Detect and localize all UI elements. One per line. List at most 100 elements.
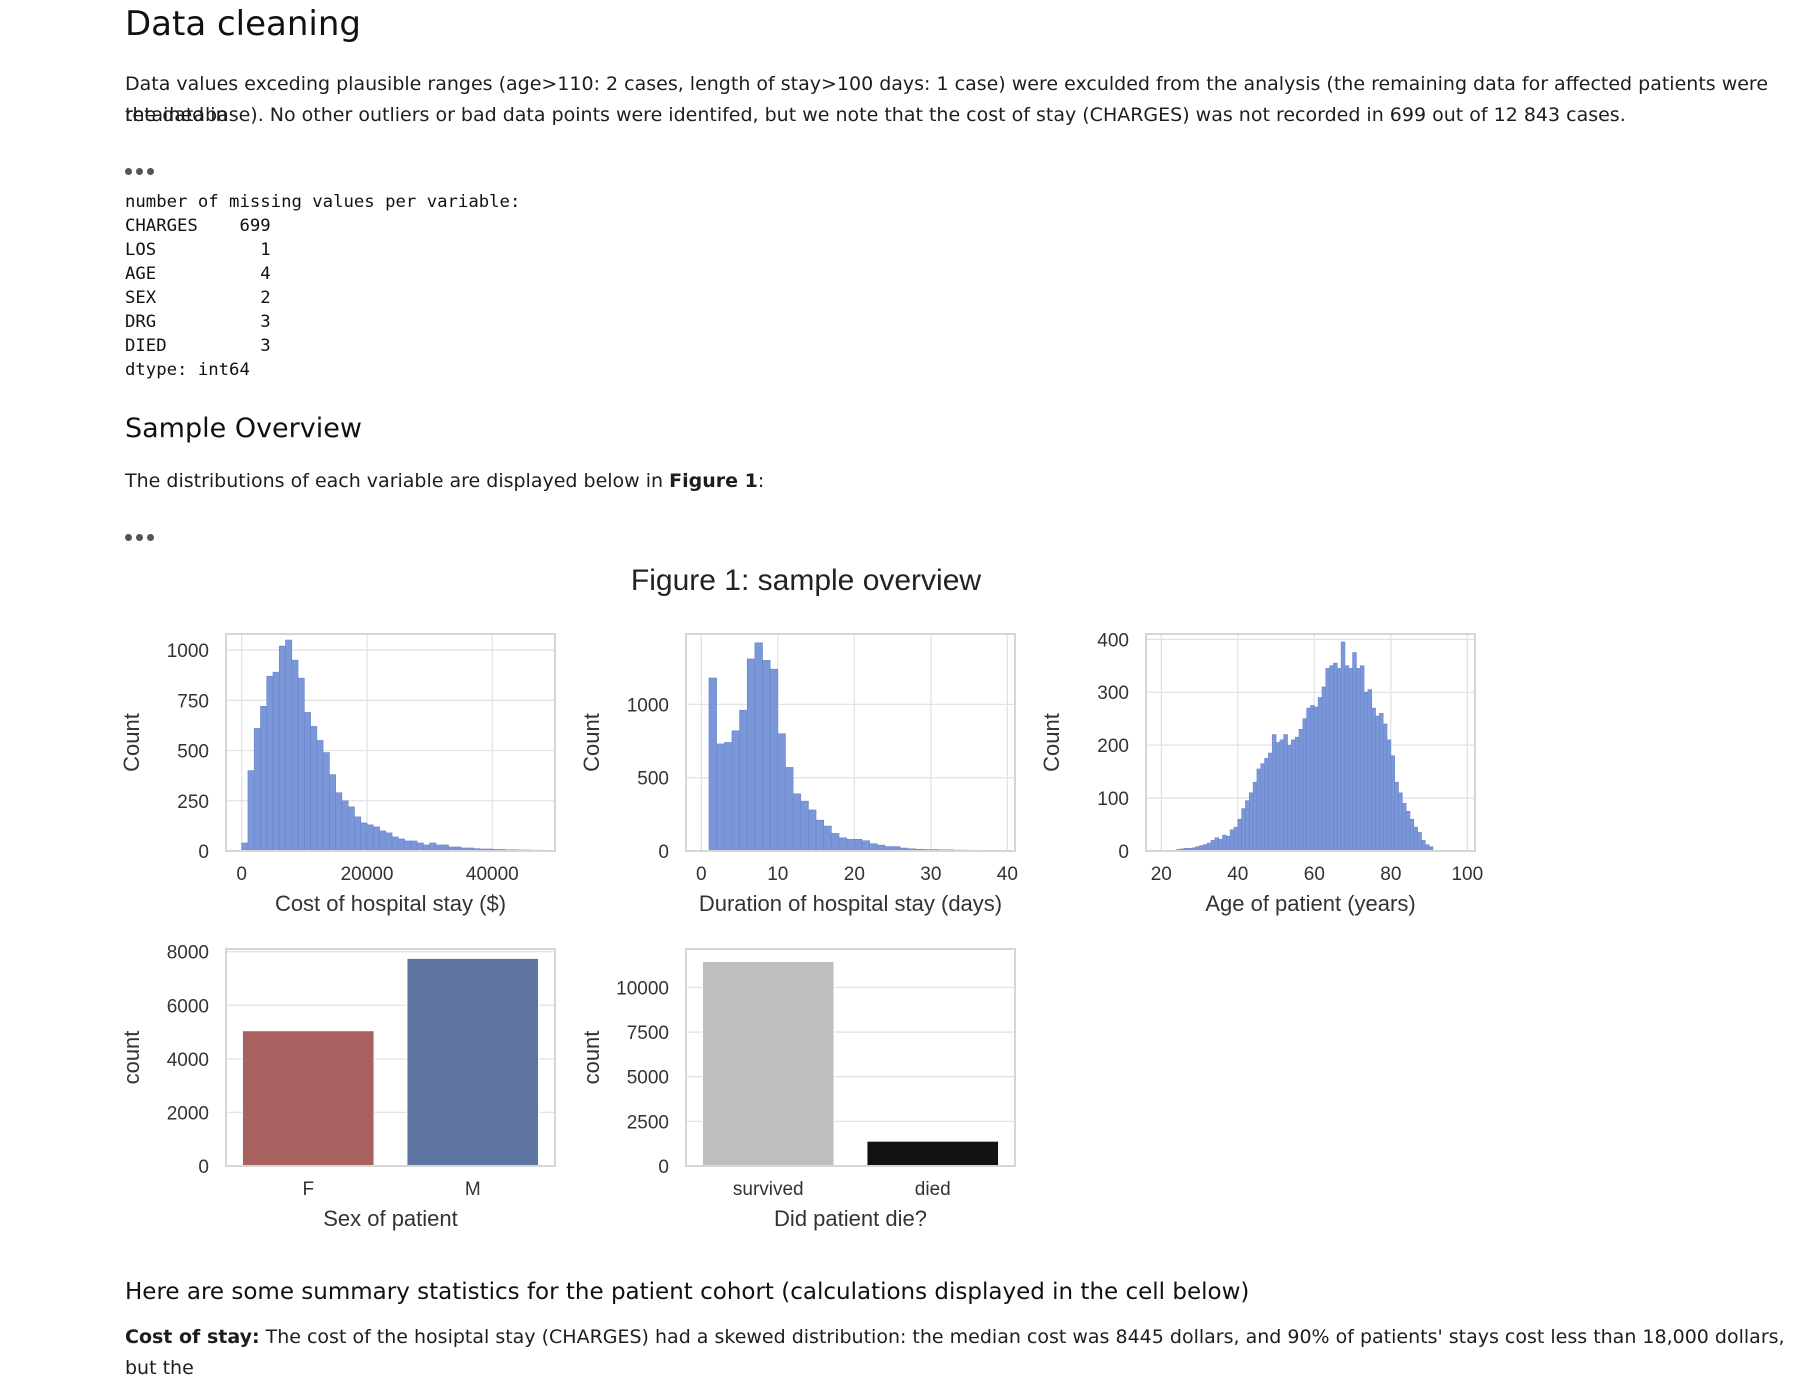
- y-tick-label: 250: [177, 792, 209, 813]
- y-tick-label: 0: [658, 1157, 669, 1178]
- histogram-bar: [1402, 803, 1406, 851]
- histogram-bar: [1253, 782, 1257, 851]
- y-tick-label: 500: [637, 769, 669, 790]
- histogram-bar: [732, 731, 740, 851]
- y-axis-label: Count: [119, 713, 144, 772]
- histogram-bar: [831, 833, 839, 851]
- histogram-bar: [1322, 687, 1326, 851]
- x-tick-label: 40: [1227, 864, 1248, 885]
- bar-survived: [702, 962, 834, 1166]
- x-tick-label: M: [465, 1179, 481, 1200]
- y-tick-label: 300: [1097, 683, 1129, 704]
- histogram-bar: [1215, 838, 1219, 851]
- histogram-bar: [405, 841, 411, 851]
- y-tick-label: 10000: [616, 978, 669, 999]
- x-axis-label: Age of patient (years): [1205, 891, 1415, 916]
- histogram-bar: [1242, 809, 1246, 851]
- histogram-bar: [1383, 724, 1387, 851]
- histogram-bar: [1265, 758, 1269, 851]
- y-tick-label: 1000: [167, 641, 209, 662]
- histogram-bar: [1307, 708, 1311, 851]
- histogram-bar: [1410, 819, 1414, 851]
- histogram-bar: [354, 817, 360, 851]
- y-tick-label: 100: [1097, 789, 1129, 810]
- histogram-bar: [1295, 737, 1299, 851]
- histogram-bar: [1326, 668, 1330, 851]
- histogram-bar: [1280, 740, 1284, 851]
- histogram-bar: [380, 831, 386, 851]
- histogram-bar: [1391, 756, 1395, 851]
- histogram-bar: [1238, 819, 1242, 851]
- histogram-bar: [1276, 743, 1280, 852]
- histogram-bar: [1341, 642, 1345, 851]
- histogram-bar: [329, 775, 335, 851]
- x-tick-label: F: [302, 1179, 314, 1200]
- histogram-bar: [839, 838, 847, 851]
- histogram-bar: [1379, 713, 1383, 851]
- histogram-bar: [862, 841, 870, 851]
- x-tick-label: died: [915, 1179, 951, 1200]
- y-axis-label: Count: [1039, 713, 1064, 772]
- histogram-bar: [870, 844, 878, 851]
- x-tick-label: 40: [997, 864, 1018, 885]
- histogram-bar: [1360, 666, 1364, 851]
- x-tick-label: 100: [1451, 864, 1483, 885]
- y-tick-label: 500: [177, 742, 209, 763]
- histogram-bar: [1395, 782, 1399, 851]
- histogram-bar: [1318, 698, 1322, 851]
- histogram-bar: [1226, 836, 1230, 851]
- y-tick-label: 200: [1097, 736, 1129, 757]
- y-tick-label: 5000: [627, 1068, 669, 1089]
- histogram-bar: [778, 734, 786, 851]
- histogram-bar: [298, 678, 304, 851]
- histogram-bar: [1223, 835, 1227, 851]
- y-axis-label: count: [119, 1031, 144, 1085]
- y-tick-label: 400: [1097, 630, 1129, 651]
- histogram-bar: [273, 672, 279, 851]
- histogram-bar: [430, 843, 436, 851]
- y-tick-label: 0: [198, 842, 209, 863]
- histogram-bar: [824, 826, 832, 851]
- bar-F: [242, 1031, 374, 1166]
- histogram-bar: [336, 793, 342, 851]
- histogram-bar: [367, 825, 373, 851]
- histogram-bar: [724, 743, 732, 852]
- x-axis-label: Cost of hospital stay ($): [275, 891, 506, 916]
- histogram-bar: [1211, 840, 1215, 851]
- histogram-bar: [1364, 692, 1368, 851]
- histogram-bar: [1345, 666, 1349, 851]
- x-tick-label: 10: [767, 864, 788, 885]
- histogram-bar: [267, 676, 273, 851]
- y-tick-label: 0: [198, 1157, 209, 1178]
- histogram-bar: [1387, 740, 1391, 851]
- histogram-bar: [311, 726, 317, 851]
- histogram-bar: [717, 744, 725, 851]
- histogram-bar: [1219, 839, 1223, 851]
- histogram-bar: [1337, 668, 1341, 851]
- y-tick-label: 0: [658, 842, 669, 863]
- histogram-bar: [854, 839, 862, 851]
- histogram-bar: [763, 660, 771, 851]
- histogram-bar: [1333, 663, 1337, 851]
- histogram-bar: [747, 659, 755, 851]
- histogram-bar: [755, 643, 763, 851]
- histogram-bar: [1349, 668, 1353, 851]
- histogram-bar: [1230, 830, 1234, 851]
- y-tick-label: 1000: [627, 695, 669, 716]
- histogram-bar: [1291, 740, 1295, 851]
- x-tick-label: 20000: [341, 864, 394, 885]
- y-tick-label: 7500: [627, 1023, 669, 1044]
- histogram-bar: [1284, 735, 1288, 851]
- histogram-bar: [260, 706, 266, 851]
- bar-M: [407, 958, 539, 1166]
- x-tick-label: 20: [1151, 864, 1172, 885]
- histogram-bar: [847, 839, 855, 851]
- histogram-bar: [1288, 745, 1292, 851]
- histogram-bar: [323, 753, 329, 851]
- histogram-bar: [242, 843, 248, 851]
- histogram-bar: [1299, 729, 1303, 851]
- histogram-bar: [1268, 753, 1272, 851]
- histogram-bar: [808, 810, 816, 851]
